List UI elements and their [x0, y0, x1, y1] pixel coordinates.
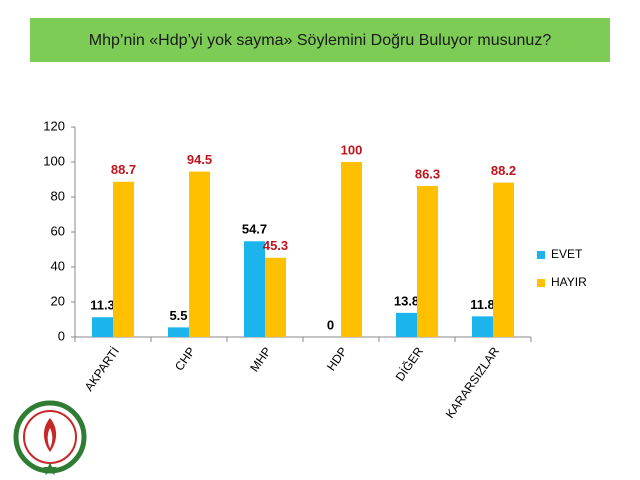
data-label: 0: [327, 317, 334, 332]
chart-title: Mhp’nin «Hdp’yi yok sayma» Söylemini Doğ…: [89, 32, 552, 49]
x-tick-label: MHP: [247, 345, 274, 375]
bar: [472, 316, 493, 337]
legend-swatch: [537, 279, 545, 287]
y-tick-label: 0: [58, 328, 65, 343]
data-label: 86.3: [415, 166, 440, 181]
bar: [92, 317, 113, 337]
bar: [417, 185, 438, 337]
data-label: 88.2: [491, 163, 516, 178]
y-tick-label: 80: [51, 188, 65, 203]
bar: [341, 162, 362, 337]
x-tick-label: HDP: [324, 345, 350, 374]
x-tick-label: KARARSIZLAR: [443, 344, 502, 421]
legend-label: EVET: [551, 247, 583, 261]
bar: [189, 171, 210, 337]
y-tick-label: 20: [51, 293, 65, 308]
x-tick-label: AKPARTİ: [82, 345, 122, 394]
logo: [13, 400, 87, 475]
bar: [396, 312, 417, 337]
data-label: 45.3: [263, 238, 288, 253]
bar: [493, 182, 514, 337]
y-tick-label: 60: [51, 223, 65, 238]
data-label: 11.8: [470, 297, 495, 312]
bar: [244, 241, 265, 337]
data-label: 13.8: [394, 293, 419, 308]
data-label: 5.5: [169, 308, 187, 323]
title-box: [30, 18, 610, 62]
data-label: 88.7: [111, 162, 136, 177]
bar: [168, 327, 189, 337]
x-tick-label: DİĞER: [392, 344, 426, 384]
y-tick-label: 100: [43, 153, 65, 168]
x-tick-label: CHP: [172, 345, 198, 374]
data-label: 94.5: [187, 152, 212, 167]
bar: [265, 257, 286, 337]
legend-swatch: [537, 251, 545, 259]
data-label: 100: [341, 142, 363, 157]
bar: [113, 181, 134, 337]
data-label: 11.3: [90, 298, 115, 313]
y-tick-label: 40: [51, 258, 65, 273]
y-tick-label: 120: [43, 118, 65, 133]
legend-label: HAYIR: [551, 275, 587, 289]
data-label: 54.7: [242, 222, 267, 237]
